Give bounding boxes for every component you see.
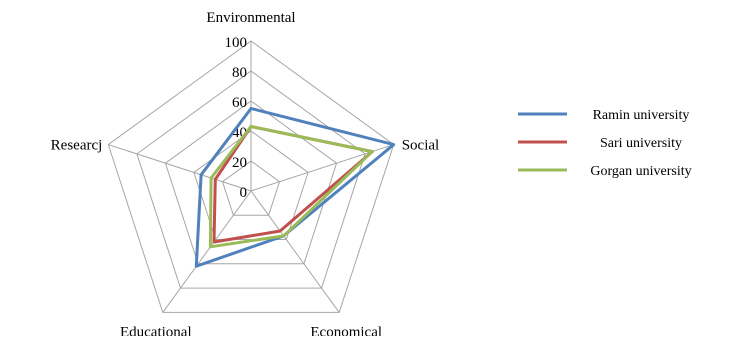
axis-label-2: Economical (310, 324, 382, 336)
grid-ring-80 (136, 70, 366, 289)
tick-label-60: 60 (232, 95, 247, 111)
grid-layer (107, 40, 395, 313)
tick-label-0: 0 (240, 185, 248, 201)
legend: Ramin university Sari university Gorgan un… (518, 108, 692, 179)
spoke-4 (108, 144, 252, 192)
axis-label-3: Educational (120, 324, 192, 336)
grid-ring-20 (221, 160, 281, 216)
spoke-2 (250, 190, 340, 313)
legend-label-2: Gorgan university (590, 164, 691, 179)
grid-ring-100 (107, 40, 395, 313)
tick-label-100: 100 (225, 35, 248, 51)
legend-label-1: Sari university (600, 136, 682, 151)
spoke-3 (162, 190, 252, 313)
tick-label-20: 20 (232, 155, 247, 171)
axis-label-0: Environmental (206, 10, 295, 26)
series-layer (194, 107, 396, 268)
axis-label-4: Researcj (51, 138, 103, 154)
axis-label-layer: Environmental Social Economical Educational… (51, 10, 440, 340)
axis-label-1: Social (402, 138, 440, 154)
series-line-2 (208, 125, 374, 249)
grid-ring-60 (164, 100, 338, 265)
legend-label-0: Ramin university (593, 108, 690, 123)
series-line-0 (194, 107, 396, 268)
tick-label-80: 80 (232, 65, 247, 81)
